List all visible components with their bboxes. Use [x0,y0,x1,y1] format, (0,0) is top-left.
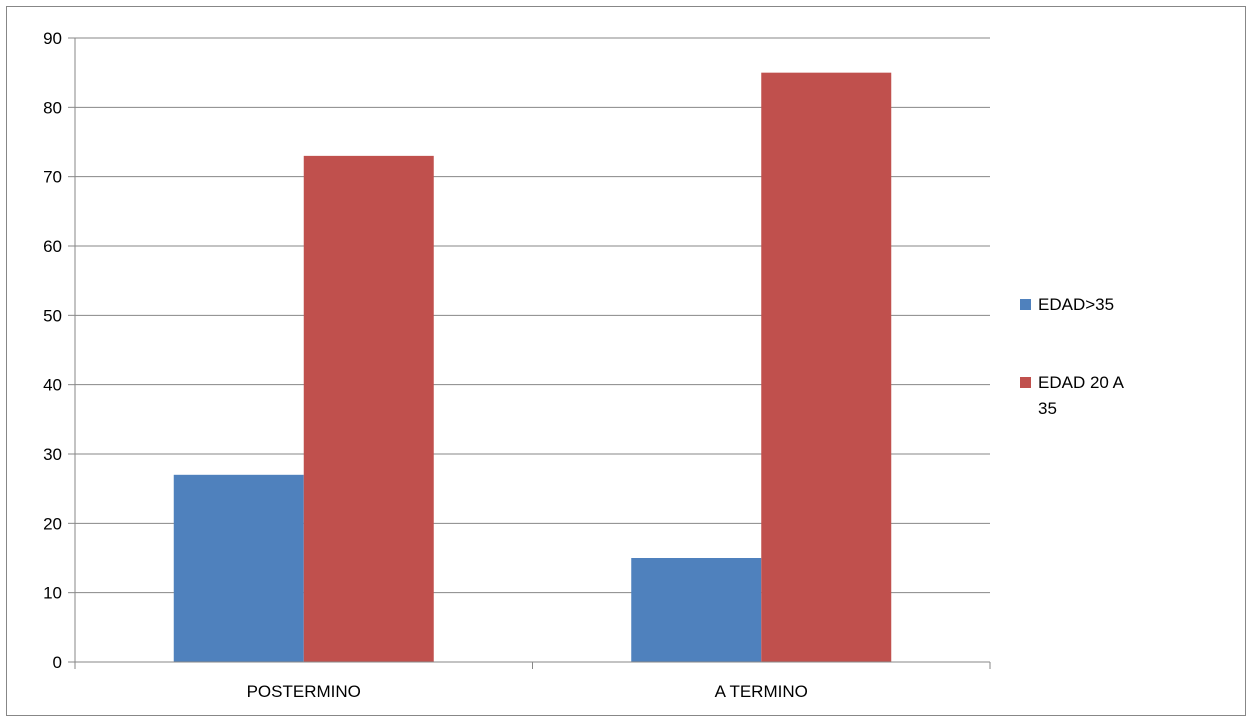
x-tick-label: A TERMINO [715,682,808,701]
y-tick-label: 50 [43,306,62,325]
y-tick-label: 0 [53,653,62,672]
legend-swatch [1020,377,1031,388]
legend-label: EDAD 20 A 35 [1038,373,1125,418]
y-tick-label: 20 [43,514,62,533]
legend: EDAD>35 EDAD 20 A 35 [1020,295,1125,418]
bars [173,72,892,662]
y-tick-label: 30 [43,445,62,464]
x-tick-label: POSTERMINO [247,682,361,701]
legend-label: EDAD>35 [1038,295,1114,314]
bar-edad-20-a-35-0 [303,155,434,662]
y-tick-label: 70 [43,168,62,187]
y-tick-label: 80 [43,98,62,117]
bar-edad-20-a-35-1 [761,72,892,662]
y-tick-label: 10 [43,584,62,603]
y-tick-label: 60 [43,237,62,256]
legend-swatch [1020,299,1031,310]
y-tick-label: 90 [43,29,62,48]
bar-edad-mayor-35-1 [631,558,762,662]
y-tick-label: 40 [43,376,62,395]
bar-edad-mayor-35-0 [173,474,304,662]
axes: 0 10 20 30 40 50 60 70 80 90 POSTERMINO A TERMINO [43,29,991,701]
